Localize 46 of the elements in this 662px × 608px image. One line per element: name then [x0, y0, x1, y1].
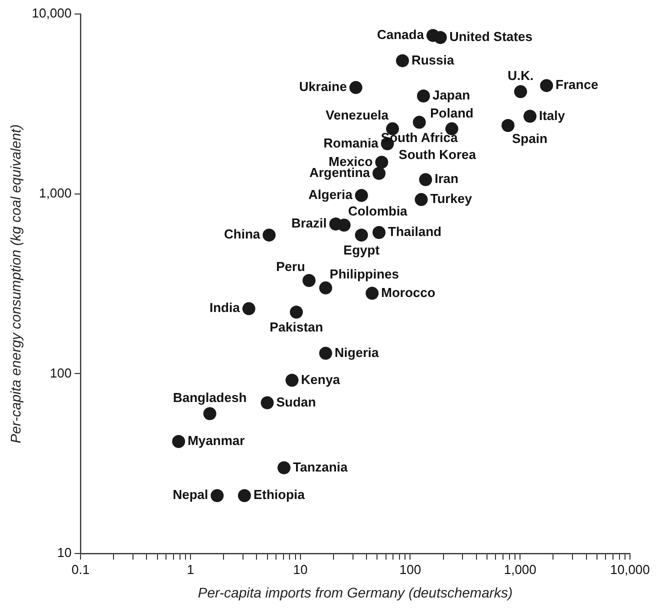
data-label: Nigeria: [334, 344, 380, 360]
data-label: Poland: [430, 105, 474, 120]
data-label: Iran: [434, 171, 458, 186]
data-label: Morocco: [381, 284, 436, 300]
data-label: Tanzania: [292, 459, 348, 474]
data-label: Egypt: [343, 242, 380, 258]
data-label: Italy: [538, 108, 566, 123]
data-label: United States: [449, 29, 532, 44]
x-tick-label: 1: [186, 562, 194, 577]
x-axis-title: Per-capita imports from Germany (deutschemarks): [198, 584, 513, 600]
data-label: Japan: [432, 88, 470, 103]
y-tick-label: 10: [57, 545, 72, 560]
data-label: Nepal: [172, 487, 208, 502]
data-label: Russia: [411, 52, 455, 68]
data-label: Pakistan: [270, 320, 324, 335]
data-label: Sudan: [276, 394, 316, 410]
data-label: Philippines: [330, 266, 400, 282]
y-tick-label: 100: [50, 365, 72, 380]
x-tick-label: 1,000: [504, 562, 536, 577]
data-label: Peru: [276, 259, 306, 274]
x-tick-label: 100: [399, 562, 422, 577]
x-tick-label: 10: [293, 562, 308, 577]
y-tick-label: 10,000: [32, 6, 72, 21]
data-label: U.K.: [508, 68, 534, 84]
data-label: France: [556, 77, 598, 92]
data-label: Ethiopia: [253, 487, 306, 502]
annotation: South Korea: [398, 146, 477, 162]
data-label: Brazil: [291, 216, 327, 231]
data-label: Colombia: [348, 204, 408, 219]
data-label: Myanmar: [188, 433, 245, 448]
data-label: Kenya: [301, 372, 341, 387]
y-tick-label: 1,000: [39, 185, 72, 200]
data-label: Turkey: [430, 191, 473, 206]
data-label: Ukraine: [299, 79, 347, 94]
data-label: Algeria: [308, 187, 354, 202]
data-label: Thailand: [388, 224, 442, 240]
data-label: Venezuela: [326, 107, 390, 122]
y-axis-title: Per-capita energy consumption (kg coal equivalent): [7, 124, 24, 444]
x-tick-label: 10,000: [610, 562, 650, 577]
data-label: Bangladesh: [172, 390, 247, 406]
data-label: China: [224, 226, 261, 242]
data-label: India: [210, 300, 241, 316]
data-label: Romania: [324, 135, 380, 150]
data-label: Spain: [512, 131, 548, 146]
data-label: Canada: [376, 27, 425, 42]
x-tick-label: 0.1: [72, 562, 90, 577]
